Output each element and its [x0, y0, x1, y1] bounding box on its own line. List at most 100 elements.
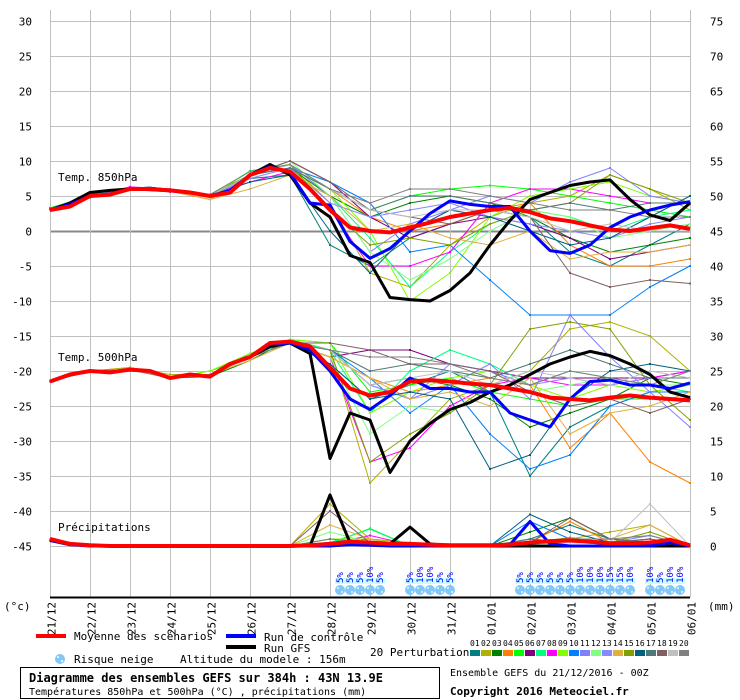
snowflake-icon: [655, 585, 665, 595]
perturbation-swatch: [569, 650, 579, 656]
perturbation-16-500-line-point: [649, 363, 651, 365]
perturbation-14-500-line-point: [329, 356, 331, 358]
perturbation-2-500-line-point: [609, 321, 611, 323]
perturbation-15-precip-line-point: [569, 536, 571, 539]
perturbation-14-850-line-point: [689, 244, 691, 246]
snow-risk-label: 10%: [646, 566, 656, 583]
snowflake-icon: [55, 654, 65, 664]
perturbation-8-850-line-point: [609, 195, 611, 197]
x-tick-date: 31/12: [446, 602, 459, 635]
perturbation-20-850-line-point: [649, 216, 651, 218]
perturbation-11-850-line-point: [649, 195, 651, 197]
snow-risk-label: 10%: [426, 566, 436, 583]
perturbation-4-500-line-point: [569, 447, 571, 449]
y-tick-left: 5: [25, 191, 32, 204]
snow-risk-label: 10%: [596, 566, 606, 583]
snow-risk-band: [655, 578, 665, 584]
snowflake-dot: [351, 591, 353, 593]
perturbation-4-500-line-point: [649, 461, 651, 463]
snow-risk-band: [555, 578, 565, 584]
perturbation-20-850-line-point: [449, 188, 451, 190]
perturbation-18-500-line-point: [369, 349, 371, 351]
x-tick-date: 02/01: [526, 602, 539, 635]
perturbation-5-850-line-point: [569, 195, 571, 197]
perturbation-id: 18: [657, 639, 667, 648]
perturbation-15-850-line-point: [369, 244, 371, 246]
snowflake-icon: [405, 585, 415, 595]
chart-title: Diagramme des ensembles GEFS sur 384h : …: [29, 671, 383, 685]
snowflake-icon: [565, 585, 575, 595]
perturbation-17-500-line-point: [609, 363, 611, 365]
snow-risk-band: [435, 578, 445, 584]
snowflake-dot: [671, 591, 673, 593]
perturbation-15-850-line-point: [649, 188, 651, 190]
x-tick-date: 05/01: [646, 602, 659, 635]
snow-risk-band: [425, 578, 435, 584]
perturbation-19-850-line-point: [529, 216, 531, 218]
snowflake-dot: [561, 591, 563, 593]
perturbation-3-500-line-point: [489, 398, 491, 400]
perturbation-19-850-line-point: [649, 230, 651, 232]
perturbation-10-850-line-point: [649, 286, 651, 288]
y-tick-right: 50: [710, 191, 723, 204]
snowflake-dot: [547, 587, 549, 589]
perturbation-18-850-line-point: [329, 181, 331, 183]
y-tick-left: 15: [19, 121, 32, 134]
perturbation-20-500-line-point: [409, 356, 411, 358]
altitude-label: Altitude du modele : 156m: [180, 653, 346, 666]
snowflake-dot: [657, 587, 659, 589]
perturbation-19-500-line-point: [689, 377, 691, 379]
snow-risk-label: 10%: [626, 566, 636, 583]
perturbation-12-850-line-point: [409, 279, 411, 281]
snow-risk-label: 5%: [346, 572, 356, 583]
snowflake-dot: [541, 591, 543, 593]
perturbation-swatch: [470, 650, 480, 656]
perturbation-19-precip-line-point: [649, 503, 651, 505]
perturbation-19-850-line-point: [569, 230, 571, 232]
snowflake-dot: [647, 587, 649, 589]
perturbation-13-850-line-point: [649, 223, 651, 225]
mean-t500-line: [49, 339, 691, 403]
perturbation-10-500-line-point: [529, 468, 531, 470]
perturbation-swatch: [558, 650, 568, 656]
perturbation-15-500-line-point: [569, 321, 571, 323]
legend-gfs-swatch: [226, 645, 256, 649]
y-tick-right: 55: [710, 156, 723, 169]
perturbation-14-500-line-point: [369, 377, 371, 379]
y-tick-right: 30: [710, 331, 723, 344]
perturbation-5-500-line-point: [369, 391, 371, 393]
x-tick-date: 21/12: [46, 602, 59, 635]
snowflake-dot: [581, 591, 583, 593]
y-tick-left: 10: [19, 156, 32, 169]
perturbation-id: 14: [613, 639, 623, 648]
perturbation-15-precip-line-point: [649, 531, 651, 533]
perturbation-14-500-line-point: [649, 405, 651, 407]
snowflake-icon: [435, 585, 445, 595]
perturbation-16-500-line-point: [529, 454, 531, 456]
y-tick-right: 15: [710, 436, 723, 449]
snowflake-icon: [645, 585, 655, 595]
perturbation-20-850-line-point: [249, 170, 251, 173]
perturbation-14-850-line-point: [249, 188, 251, 190]
perturbation-12-850-line-point: [569, 216, 571, 218]
perturbation-18-850-line-point: [689, 282, 691, 285]
perturbation-swatch: [481, 650, 491, 656]
perturbation-17-precip-line-point: [529, 538, 531, 540]
perturbation-19-850-line-point: [409, 216, 411, 218]
snow-risk-label: 5%: [436, 572, 446, 583]
y-tick-right: 35: [710, 296, 723, 309]
y-tick-left: -45: [12, 541, 32, 554]
snowflake-dot: [587, 587, 589, 589]
perturbation-8-850-line-point: [529, 188, 531, 190]
y-tick-right: 0: [710, 541, 717, 554]
y-tick-left: -30: [12, 436, 32, 449]
perturbation-15-850-line-point: [489, 223, 491, 225]
y-tick-left: -40: [12, 506, 32, 519]
perturbation-18-precip-line-point: [569, 517, 571, 519]
snowflake-dot: [577, 587, 579, 589]
legend-mean-label: Moyenne des scénarios: [74, 630, 213, 643]
snow-risk-label: 5%: [526, 572, 536, 583]
perturbation-swatch: [514, 650, 524, 656]
perturbation-2-500-line-point: [569, 328, 571, 330]
perturbation-17-850-line-point: [489, 202, 491, 204]
